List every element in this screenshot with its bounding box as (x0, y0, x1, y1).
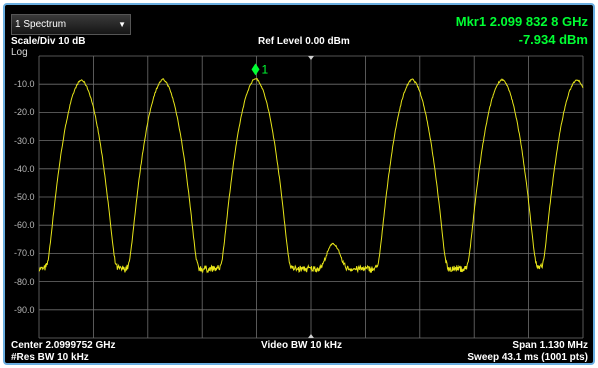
y-tick-label: -40.0 (14, 163, 35, 174)
ref-center-bottom-marker (308, 334, 314, 338)
trace-select-label: 1 Spectrum (15, 19, 67, 30)
marker-number-label: 1 (262, 62, 269, 76)
span-label: Span 1.130 MHz (512, 340, 588, 351)
y-tick-label: -20.0 (14, 107, 35, 118)
y-tick-label: -60.0 (14, 220, 35, 231)
ref-level-label: Ref Level 0.00 dBm (258, 36, 350, 47)
scale-div-label: Scale/Div 10 dB (11, 36, 86, 47)
y-tick-label: -50.0 (14, 192, 35, 202)
y-tick-label: -30.0 (14, 135, 35, 146)
marker-frequency-readout: Mkr1 2.099 832 8 GHz (455, 14, 588, 29)
sweep-label: Sweep 43.1 ms (1001 pts) (467, 352, 588, 363)
dropdown-arrow-icon: ▼ (118, 20, 126, 29)
ref-center-top-marker (308, 56, 314, 60)
video-bw-label: Video BW 10 kHz (261, 340, 342, 351)
center-frequency-label: Center 2.0999752 GHz (11, 340, 116, 351)
spectrum-trace (38, 78, 584, 274)
marker-diamond-icon (251, 63, 260, 76)
trace-select-dropdown[interactable]: 1 Spectrum ▼ (11, 14, 131, 35)
spectrum-plot[interactable]: 1 (5, 5, 593, 363)
y-tick-label: -10.0 (14, 79, 35, 90)
y-tick-label: -70.0 (14, 248, 35, 259)
marker-amplitude-readout: -7.934 dBm (518, 32, 588, 47)
spectrum-window: 1 Spectrum ▼ Mkr1 2.099 832 8 GHz -7.934… (3, 3, 595, 365)
y-tick-label: -80.0 (14, 276, 35, 287)
log-scale-label: Log (11, 47, 28, 58)
res-bw-label: #Res BW 10 kHz (11, 352, 89, 363)
y-tick-label: -90.0 (14, 304, 35, 315)
